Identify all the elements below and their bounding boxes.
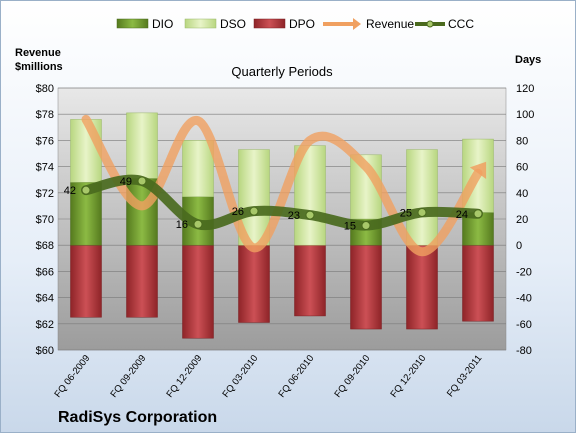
bar-dpo — [70, 244, 102, 318]
company-name: RadiSys Corporation — [58, 409, 217, 426]
lines-group — [81, 114, 487, 257]
ccc-marker — [305, 210, 315, 220]
left-tick-label: $66 — [36, 266, 54, 278]
bar-dpo — [462, 244, 494, 322]
left-tick-label: $70 — [36, 214, 54, 226]
right-tick-label: -80 — [516, 345, 532, 357]
x-tick-label: FQ 03-2010 — [220, 353, 260, 400]
ccc-marker — [361, 221, 371, 231]
legend-label-revenue: Revenue — [366, 17, 414, 31]
right-tick-label: -20 — [516, 266, 532, 278]
bar-dpo — [350, 244, 382, 330]
ccc-labels-group: 42 49 16 26 23 15 25 24 — [64, 176, 468, 233]
bar-dso — [182, 140, 214, 197]
x-tick-label: FQ 09-2009 — [108, 353, 148, 400]
ccc-marker — [473, 209, 483, 219]
legend-label-ccc: CCC — [448, 17, 474, 31]
bar-dpo — [238, 244, 270, 323]
x-tick-label: FQ 06-2010 — [276, 353, 316, 400]
ccc-value-label: 25 — [400, 207, 412, 219]
bar-dpo — [182, 244, 214, 339]
left-tick-label: $68 — [36, 240, 54, 252]
right-axis-title: Days — [515, 54, 541, 66]
right-tick-label: -60 — [516, 319, 532, 331]
ccc-marker — [137, 176, 147, 186]
left-tick-label: $76 — [36, 135, 54, 147]
left-tick-label: $60 — [36, 345, 54, 357]
ccc-marker — [193, 219, 203, 229]
revenue-arrowhead — [469, 161, 487, 179]
right-tick-label: 20 — [516, 214, 528, 226]
right-tick-label: 0 — [516, 240, 522, 252]
right-tick-label: 120 — [516, 83, 534, 95]
x-tick-label: FQ 03-2011 — [445, 353, 484, 399]
legend: DIO DSO DPO Revenue CCC — [116, 17, 474, 31]
ccc-value-label: 42 — [64, 185, 76, 197]
legend-label-dio: DIO — [152, 17, 173, 31]
left-tick-label: $62 — [36, 319, 54, 331]
right-tick-label: -40 — [516, 293, 532, 305]
bar-dpo — [126, 244, 158, 318]
ccc-value-label: 15 — [344, 221, 356, 233]
left-axis-ticks: $60 $62 $64 $66 $68 $70 $72 $74 $76 $78 $80 — [36, 83, 54, 357]
left-tick-label: $64 — [36, 293, 54, 305]
left-axis-title-line2: $millions — [15, 61, 63, 73]
x-tick-label: FQ 12-2010 — [388, 353, 428, 400]
left-tick-label: $74 — [36, 162, 54, 174]
x-tick-label: FQ 09-2010 — [332, 353, 372, 400]
right-tick-label: 80 — [516, 135, 528, 147]
x-tick-label: FQ 06-2009 — [52, 353, 92, 400]
x-axis-ticks: FQ 06-2009 FQ 09-2009 FQ 12-2009 FQ 03-2010… — [52, 353, 484, 400]
legend-swatch-dso — [184, 18, 217, 29]
ccc-value-label: 24 — [456, 209, 468, 221]
left-tick-label: $78 — [36, 109, 54, 121]
right-tick-label: 100 — [516, 109, 534, 121]
legend-label-dso: DSO — [220, 17, 246, 31]
x-tick-label: FQ 12-2009 — [164, 353, 204, 400]
ccc-value-label: 23 — [288, 210, 300, 222]
left-axis-title-line1: Revenue — [15, 47, 61, 59]
left-tick-label: $72 — [36, 188, 54, 200]
ccc-value-label: 26 — [232, 206, 244, 218]
legend-ccc-marker — [426, 20, 434, 28]
bar-dso — [406, 149, 438, 246]
chart-title: Quarterly Periods — [231, 64, 333, 79]
legend-swatch-dio — [116, 18, 149, 29]
revenue-line — [81, 114, 483, 257]
legend-revenue-arrowhead — [353, 18, 361, 30]
ccc-value-label: 16 — [176, 219, 188, 231]
bar-dpo — [294, 244, 326, 317]
ccc-marker — [81, 185, 91, 195]
bar-dpo — [406, 244, 438, 330]
ccc-value-label: 49 — [120, 176, 132, 188]
ccc-line — [81, 174, 483, 231]
ccc-marker — [249, 206, 259, 216]
right-axis-ticks: -80 -60 -40 -20 0 20 40 60 80 100 120 — [516, 83, 534, 357]
bars-group — [70, 112, 494, 339]
bar-dso — [126, 112, 158, 179]
ccc-marker — [417, 207, 427, 217]
legend-label-dpo: DPO — [289, 17, 315, 31]
right-tick-label: 60 — [516, 162, 528, 174]
right-tick-label: 40 — [516, 188, 528, 200]
left-tick-label: $80 — [36, 83, 54, 95]
legend-swatch-dpo — [253, 18, 286, 29]
